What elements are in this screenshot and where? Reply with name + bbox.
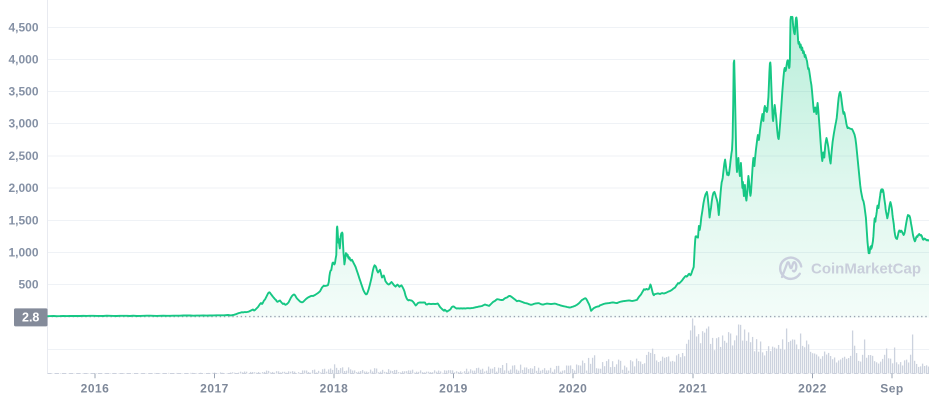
svg-text:1,000: 1,000 [8,246,38,260]
svg-text:2017: 2017 [200,382,229,396]
svg-text:2016: 2016 [81,382,110,396]
svg-text:500: 500 [18,278,38,292]
svg-text:4,000: 4,000 [8,53,38,67]
svg-text:4,500: 4,500 [8,21,38,35]
svg-text:1,500: 1,500 [8,214,38,228]
svg-text:2020: 2020 [559,382,588,396]
svg-text:2.8: 2.8 [22,311,39,325]
svg-text:CoinMarketCap: CoinMarketCap [811,260,921,277]
svg-text:3,500: 3,500 [8,85,38,99]
svg-text:2021: 2021 [679,382,708,396]
svg-text:2,000: 2,000 [8,181,38,195]
svg-text:Sep: Sep [880,382,904,396]
svg-text:2022: 2022 [798,382,827,396]
svg-text:2018: 2018 [320,382,349,396]
svg-text:3,000: 3,000 [8,117,38,131]
svg-text:2019: 2019 [439,382,468,396]
svg-text:2,500: 2,500 [8,149,38,163]
